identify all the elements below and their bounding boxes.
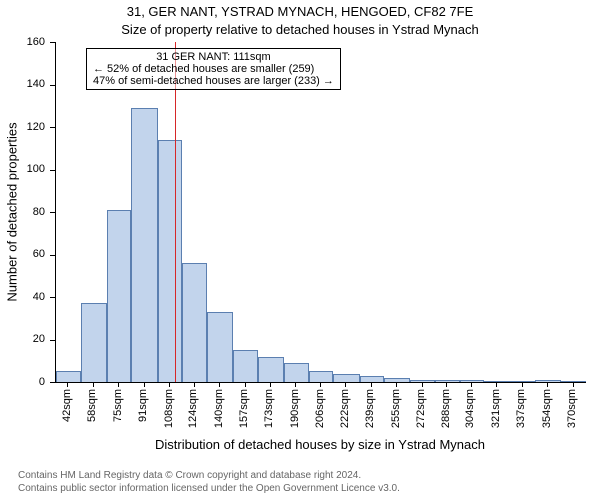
y-tick [50,42,55,43]
x-tick [169,382,170,387]
histogram-bar [333,374,359,383]
histogram-bar [56,371,81,382]
y-tick [50,212,55,213]
x-tick [471,382,472,387]
y-tick [50,340,55,341]
x-tick [295,382,296,387]
x-tick-label: 370sqm [566,389,578,428]
y-tick [50,255,55,256]
plot-area: 31 GER NANT: 111sqm← 52% of detached hou… [55,42,586,383]
footer-line1: Contains HM Land Registry data © Crown c… [18,470,361,481]
x-tick-label: 222sqm [339,389,351,428]
y-tick-label: 40 [0,291,45,303]
x-tick [446,382,447,387]
annotation-line: 47% of semi-detached houses are larger (… [93,75,334,87]
x-tick-label: 255sqm [390,389,402,428]
y-tick-label: 20 [0,333,45,345]
y-tick-label: 120 [0,121,45,133]
y-tick-label: 60 [0,248,45,260]
x-tick-label: 288sqm [440,389,452,428]
y-tick-label: 0 [0,376,45,388]
x-tick [547,382,548,387]
x-tick-label: 91sqm [137,389,149,422]
x-tick [194,382,195,387]
histogram-bar [182,263,207,382]
x-tick-label: 190sqm [289,389,301,428]
x-tick-label: 157sqm [238,389,250,428]
x-tick [496,382,497,387]
x-tick [371,382,372,387]
x-tick [93,382,94,387]
x-tick [219,382,220,387]
x-tick [144,382,145,387]
x-tick-label: 140sqm [213,389,225,428]
histogram-bar [309,371,334,382]
histogram-bar [131,108,157,382]
x-tick-label: 75sqm [112,389,124,422]
y-tick-label: 100 [0,163,45,175]
x-tick-label: 239sqm [364,389,376,428]
x-tick [118,382,119,387]
x-tick-label: 337sqm [515,389,527,428]
annotation-line: ← 52% of detached houses are smaller (25… [93,63,334,75]
chart-title-line1: 31, GER NANT, YSTRAD MYNACH, HENGOED, CF… [0,4,600,19]
x-tick-label: 206sqm [314,389,326,428]
x-tick [67,382,68,387]
histogram-bar [207,312,233,382]
y-tick-label: 80 [0,206,45,218]
x-tick-label: 173sqm [263,389,275,428]
histogram-bar [158,140,183,382]
x-tick [270,382,271,387]
x-tick-label: 124sqm [187,389,199,428]
x-tick [422,382,423,387]
chart-title-line2: Size of property relative to detached ho… [0,22,600,37]
x-tick-label: 304sqm [464,389,476,428]
annotation-box: 31 GER NANT: 111sqm← 52% of detached hou… [86,48,341,90]
histogram-bar [410,380,435,382]
y-tick [50,170,55,171]
y-tick [50,127,55,128]
histogram-bar [233,350,258,382]
x-tick-label: 42sqm [61,389,73,422]
histogram-bar [360,376,385,382]
y-tick-label: 140 [0,78,45,90]
x-tick-label: 58sqm [86,389,98,422]
y-tick [50,382,55,383]
histogram-bar [384,378,410,382]
histogram-bar [107,210,132,382]
chart-container: 31, GER NANT, YSTRAD MYNACH, HENGOED, CF… [0,0,600,500]
histogram-bar [284,363,309,382]
x-tick [320,382,321,387]
x-tick-label: 354sqm [541,389,553,428]
histogram-bar [535,380,561,382]
x-tick [345,382,346,387]
histogram-bar [81,303,107,382]
reference-line [175,42,176,382]
y-tick [50,297,55,298]
x-tick [396,382,397,387]
x-axis-label: Distribution of detached houses by size … [55,437,585,452]
histogram-bar [258,357,284,383]
x-tick-label: 108sqm [163,389,175,428]
annotation-line: 31 GER NANT: 111sqm [93,51,334,63]
x-tick [245,382,246,387]
footer-line2: Contains public sector information licen… [18,483,400,494]
x-tick-label: 272sqm [415,389,427,428]
histogram-bar [484,381,510,382]
y-tick-label: 160 [0,36,45,48]
x-tick-label: 321sqm [490,389,502,428]
x-tick [573,382,574,387]
y-tick [50,85,55,86]
x-tick [522,382,523,387]
